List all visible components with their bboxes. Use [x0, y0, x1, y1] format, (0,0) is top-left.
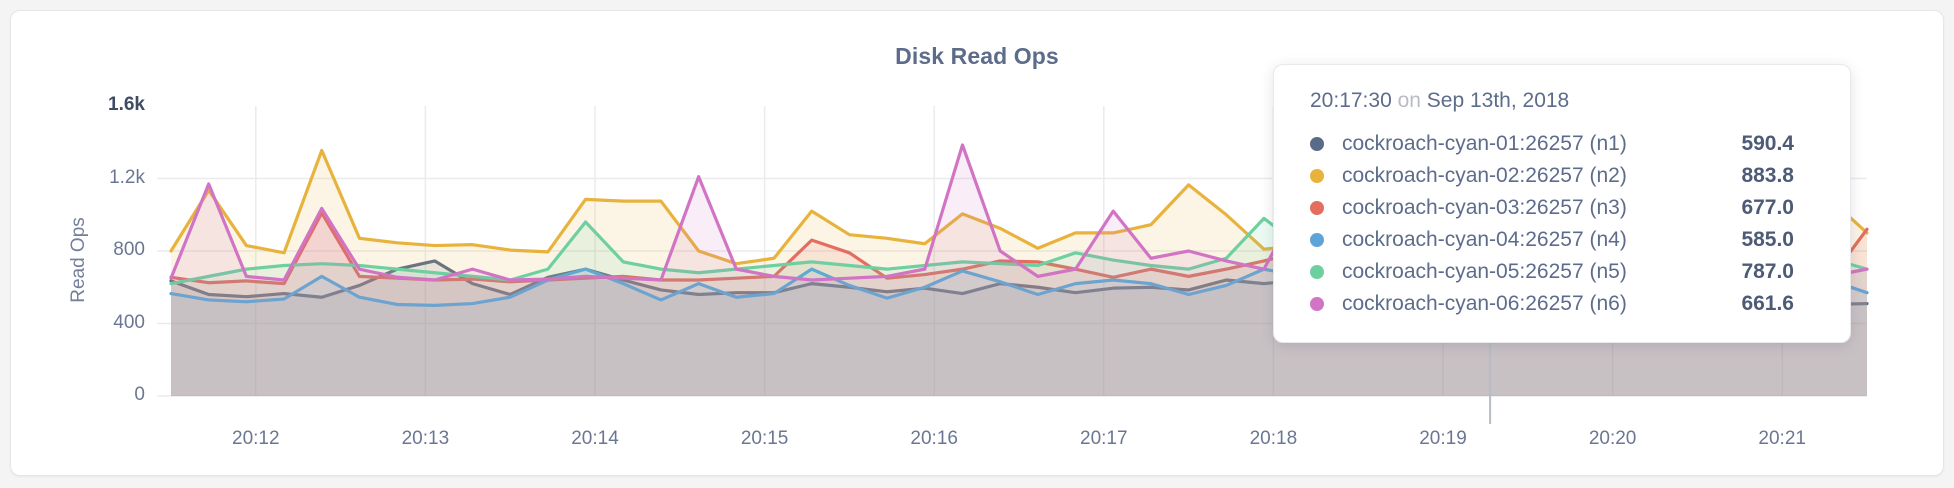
- tooltip-series-value: 883.8: [1741, 164, 1794, 187]
- x-tick-label: 20:21: [1758, 428, 1806, 449]
- tooltip-series-value: 677.0: [1741, 196, 1794, 219]
- tooltip-row: cockroach-cyan-04:26257 (n4) 585.0: [1310, 224, 1820, 256]
- tooltip-time: 20:17:30: [1310, 89, 1392, 112]
- y-tick-label: 400: [113, 311, 145, 333]
- tooltip-row: cockroach-cyan-01:26257 (n1) 590.4: [1310, 128, 1820, 160]
- chart-card: Disk Read Ops Read Ops 0 400 800 1.2k 1.6k 2…: [10, 10, 1944, 476]
- tooltip-series-value: 661.6: [1741, 292, 1794, 315]
- tooltip-on-word: on: [1391, 89, 1427, 112]
- series-color-dot-icon: [1310, 265, 1324, 279]
- tooltip-series-label: cockroach-cyan-05:26257 (n5): [1342, 260, 1627, 283]
- tooltip-row: cockroach-cyan-02:26257 (n2) 883.8: [1310, 160, 1820, 192]
- tooltip-series-value: 787.0: [1741, 260, 1794, 283]
- series-color-dot-icon: [1310, 297, 1324, 311]
- series-color-dot-icon: [1310, 201, 1324, 215]
- tooltip-series-label: cockroach-cyan-01:26257 (n1): [1342, 132, 1627, 155]
- series-color-dot-icon: [1310, 137, 1324, 151]
- tooltip-timestamp: 20:17:30 on Sep 13th, 2018: [1310, 89, 1820, 113]
- x-tick-label: 20:15: [740, 428, 789, 449]
- tooltip-series-value: 590.4: [1741, 132, 1794, 155]
- x-tick-label: 20:16: [910, 428, 958, 449]
- x-tick-label: 20:12: [232, 428, 280, 449]
- tooltip-series-value: 585.0: [1741, 228, 1794, 251]
- x-tick-label: 20:13: [401, 428, 450, 449]
- page-title: Disk Read Ops: [895, 43, 1059, 69]
- series-color-dot-icon: [1310, 233, 1324, 247]
- x-tick-label: 20:18: [1249, 428, 1298, 449]
- y-tick-label: 1.6k: [108, 94, 145, 115]
- tooltip-series-label: cockroach-cyan-02:26257 (n2): [1342, 164, 1627, 187]
- chart-tooltip: 20:17:30 on Sep 13th, 2018 cockroach-cya…: [1273, 64, 1851, 343]
- tooltip-row: cockroach-cyan-05:26257 (n5) 787.0: [1310, 256, 1820, 288]
- x-tick-label: 20:20: [1588, 428, 1637, 449]
- x-tick-label: 20:17: [1080, 428, 1128, 449]
- tooltip-series-label: cockroach-cyan-03:26257 (n3): [1342, 196, 1627, 219]
- tooltip-row: cockroach-cyan-06:26257 (n6) 661.6: [1310, 288, 1820, 320]
- y-tick-label: 0: [134, 384, 145, 405]
- tooltip-date: Sep 13th, 2018: [1426, 89, 1570, 112]
- tooltip-series-label: cockroach-cyan-06:26257 (n6): [1342, 292, 1627, 315]
- x-tick-label: 20:14: [571, 428, 619, 449]
- series-color-dot-icon: [1310, 169, 1324, 183]
- y-tick-label: 1.2k: [109, 166, 145, 188]
- x-tick-label: 20:19: [1419, 428, 1467, 449]
- tooltip-row: cockroach-cyan-03:26257 (n3) 677.0: [1310, 192, 1820, 224]
- y-tick-label: 800: [113, 239, 145, 260]
- tooltip-series-label: cockroach-cyan-04:26257 (n4): [1342, 228, 1627, 251]
- tooltip-rows: cockroach-cyan-01:26257 (n1) 590.4 cockroa…: [1310, 128, 1820, 320]
